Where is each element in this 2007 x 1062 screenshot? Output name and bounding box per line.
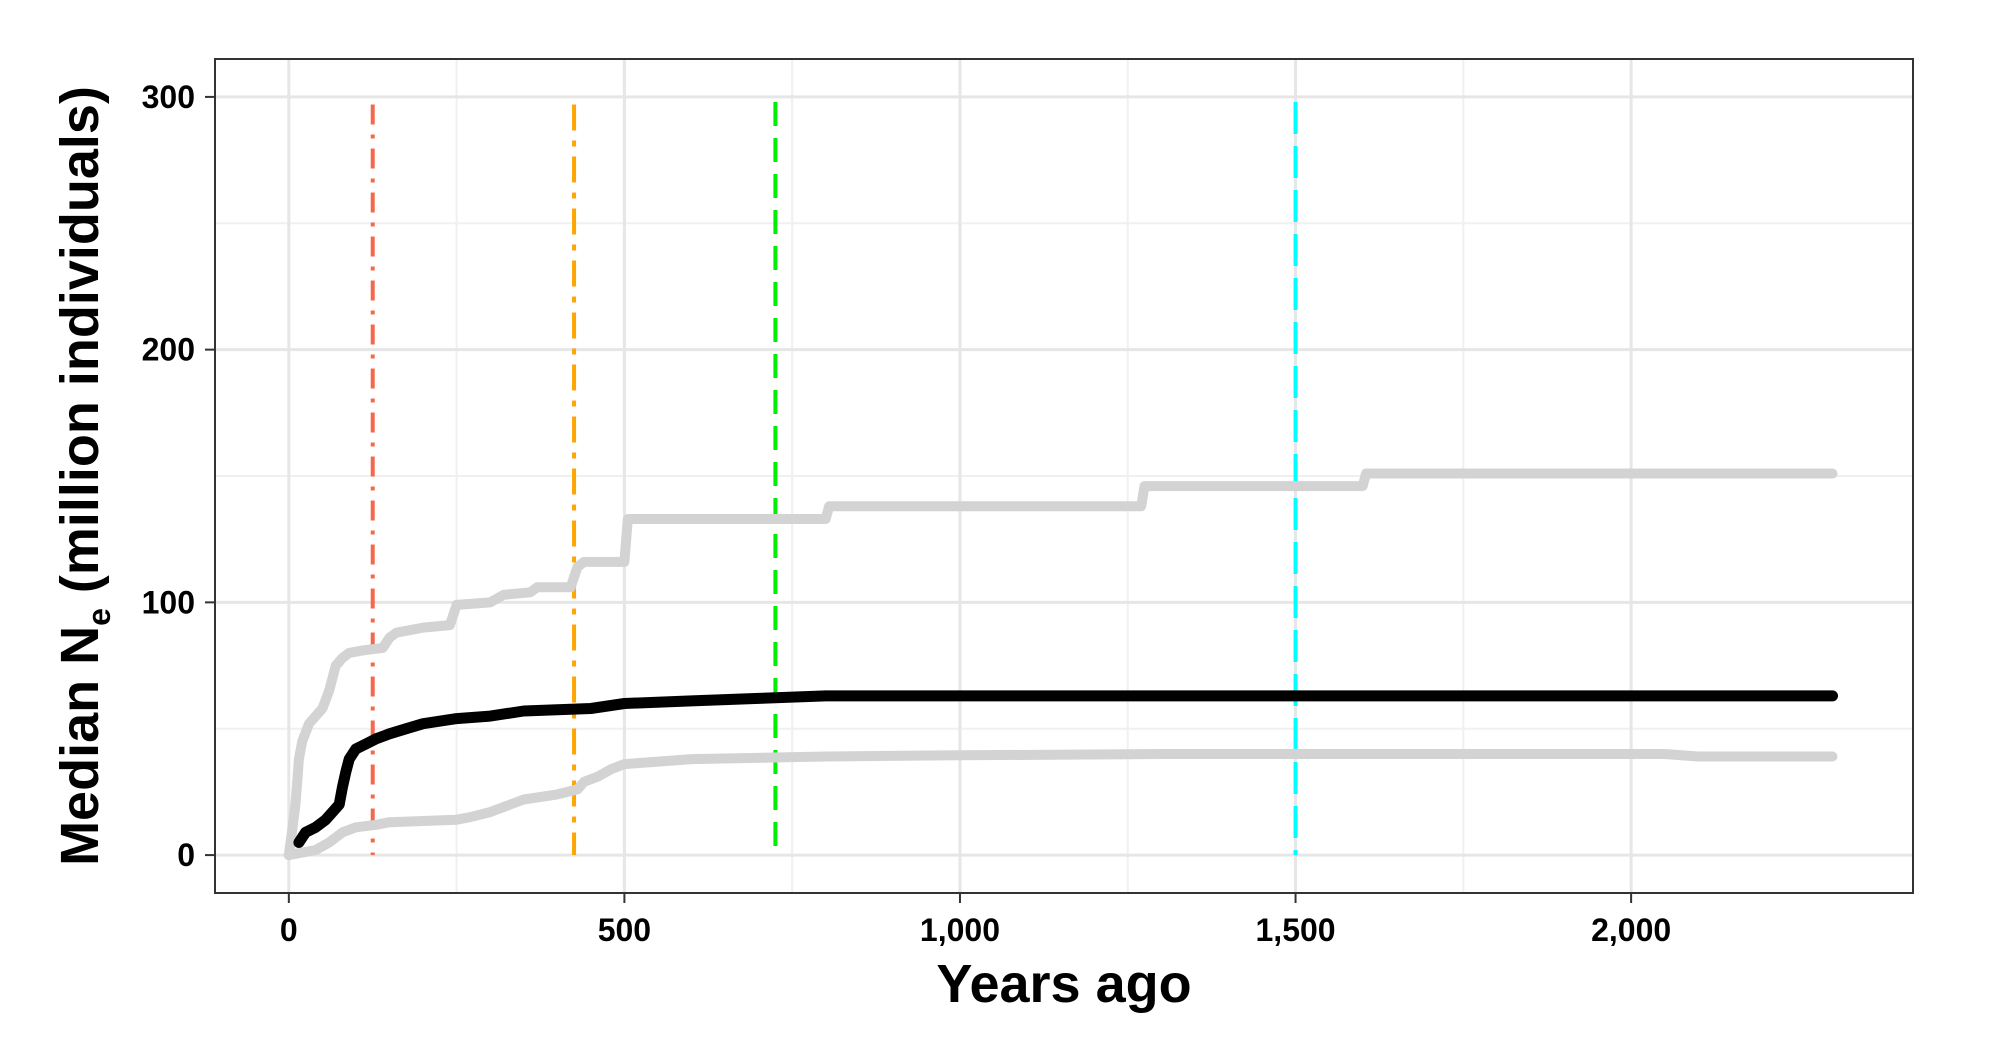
plot-panel-border <box>214 58 1914 894</box>
y-tick-label: 300 <box>142 79 195 115</box>
y-axis-title-main: Median N <box>50 626 110 866</box>
vertical-reference-lines <box>370 101 1298 856</box>
x-tick-label: 1,000 <box>920 912 1000 948</box>
series-line-1 <box>283 468 1838 861</box>
x-tick-label: 1,500 <box>1256 912 1336 948</box>
x-axis-title: Years ago <box>936 954 1191 1014</box>
data-series <box>283 468 1838 861</box>
series-line-2 <box>293 690 1838 848</box>
y-axis-title: Median Ne (million individuals) <box>50 86 117 866</box>
x-tick-label: 500 <box>598 912 651 948</box>
x-tick-labels: 0 500 1,000 1,500 2,000 <box>280 912 1671 948</box>
y-tick-label: 100 <box>142 584 195 620</box>
y-axis-title-unit: (million individuals) <box>50 86 110 608</box>
y-tick-label: 0 <box>177 837 195 873</box>
x-tick-label: 2,000 <box>1591 912 1671 948</box>
axis-ticks <box>205 95 1633 903</box>
y-tick-label: 200 <box>142 332 195 368</box>
grid-minor <box>215 59 1913 893</box>
series-line-3 <box>283 749 1838 861</box>
x-tick-label: 0 <box>280 912 298 948</box>
y-tick-labels: 0 100 200 300 <box>142 79 195 873</box>
y-axis-title-subscript: e <box>81 608 117 626</box>
